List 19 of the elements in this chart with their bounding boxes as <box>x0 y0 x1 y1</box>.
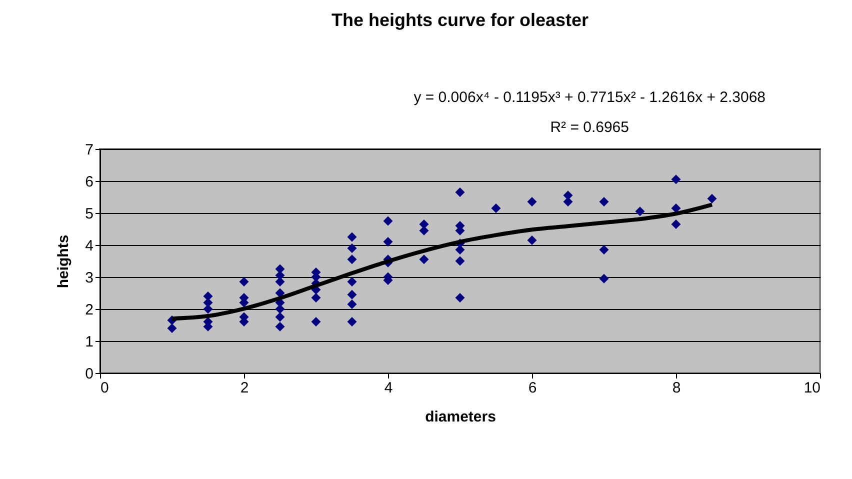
x-tick-label: 2 <box>240 380 249 396</box>
y-tick-label: 2 <box>85 302 94 318</box>
chart-title: The heights curve for oleaster <box>331 10 589 30</box>
x-tick-label: 6 <box>528 380 537 396</box>
y-tick-label: 3 <box>85 270 94 286</box>
y-axis-title: heights <box>55 234 72 288</box>
y-tick-label: 5 <box>85 206 94 222</box>
x-tick-label: 8 <box>672 380 681 396</box>
x-tick-label: 0 <box>100 380 109 396</box>
y-tick-label: 1 <box>85 334 94 350</box>
text: y = 0.006x⁴ - 0.1195x³ + 0.7715x² - 1.2616x + 2.3068 <box>414 89 766 106</box>
y-tick-label: 0 <box>85 366 94 382</box>
y-tick-label: 7 <box>85 142 94 158</box>
y-tick-label: 6 <box>85 174 94 190</box>
y-tick-label: 4 <box>85 238 94 254</box>
x-axis-title: diameters <box>425 408 496 426</box>
x-tick-label: 10 <box>804 380 820 396</box>
text: R² = 0.6965 <box>550 119 630 136</box>
x-tick-label: 4 <box>384 380 393 396</box>
